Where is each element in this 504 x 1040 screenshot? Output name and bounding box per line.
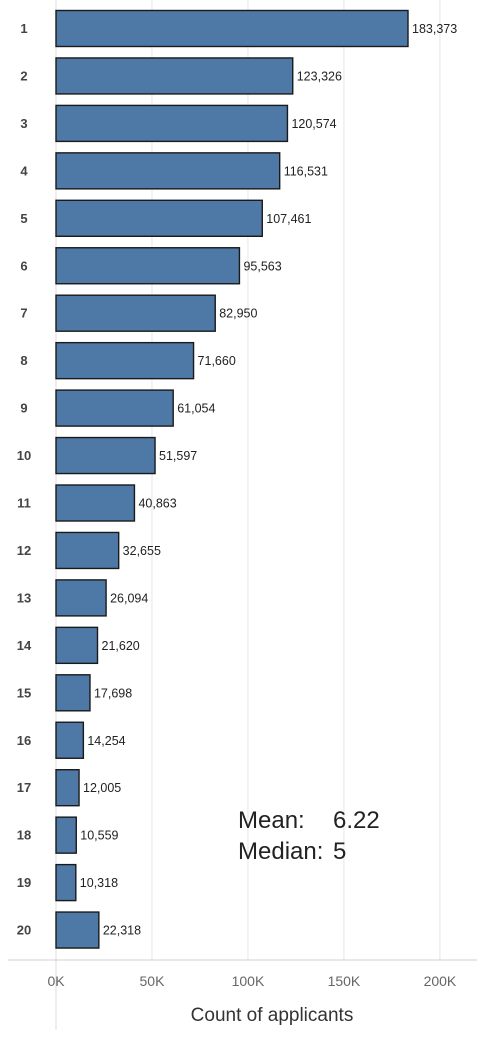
category-label: 19: [17, 875, 31, 890]
bar: [55, 436, 156, 475]
category-label: 11: [17, 496, 31, 511]
value-label: 14,254: [87, 734, 125, 748]
bar: [55, 579, 107, 617]
bar: [55, 911, 100, 949]
value-label: 40,863: [138, 497, 176, 511]
value-label: 10,559: [80, 829, 118, 843]
x-tick-label: 0K: [47, 973, 65, 989]
bar: [55, 247, 241, 285]
category-label: 16: [17, 733, 31, 748]
category-label: 7: [20, 306, 27, 321]
category-label: 14: [17, 638, 32, 653]
category-label: 10: [17, 448, 31, 463]
value-label: 82,950: [219, 307, 257, 321]
value-label: 71,660: [198, 354, 236, 368]
bar: [55, 769, 80, 807]
value-label: 10,318: [80, 876, 118, 890]
bar: [55, 9, 409, 48]
value-label: 21,620: [102, 639, 140, 653]
mean-row: Mean: 6.22: [238, 805, 380, 836]
category-label: 13: [17, 590, 31, 605]
category-label: 1: [20, 21, 27, 36]
stats-annotation: Mean: 6.22 Median: 5: [238, 805, 380, 867]
value-label: 61,054: [177, 402, 215, 416]
value-label: 107,461: [266, 212, 311, 226]
bar: [55, 531, 120, 570]
bar: [55, 674, 91, 712]
x-tick-label: 100K: [232, 973, 265, 989]
category-label: 8: [20, 353, 27, 368]
category-label: 18: [17, 828, 31, 843]
value-label: 120,574: [291, 117, 336, 131]
x-tick-label: 150K: [328, 973, 361, 989]
category-label: 17: [17, 780, 31, 795]
bars: [55, 9, 409, 949]
bar: [55, 57, 294, 95]
value-label: 123,326: [297, 69, 342, 83]
mean-value: 6.22: [333, 807, 380, 834]
value-label: 26,094: [110, 591, 148, 605]
x-tick-label: 50K: [140, 973, 166, 989]
value-label: 32,655: [123, 544, 161, 558]
bar: [55, 816, 77, 854]
mean-label: Mean:: [238, 807, 305, 834]
category-label: 6: [20, 258, 27, 273]
value-label: 95,563: [243, 259, 281, 273]
value-label: 183,373: [412, 22, 457, 36]
value-label: 51,597: [159, 449, 197, 463]
bar: [55, 104, 289, 143]
category-label: 9: [20, 401, 27, 416]
category-label: 20: [17, 923, 31, 938]
bar: [55, 199, 263, 238]
category-label: 2: [20, 68, 27, 83]
bar: [55, 389, 174, 427]
labels: 0K 50K 100K 150K 200K 1 183,373 2 123,326 3 120,57…: [17, 21, 457, 989]
bar: [55, 721, 85, 759]
x-axis-title: Count of applicants: [191, 1005, 354, 1026]
bar: [55, 294, 216, 332]
bar: [55, 152, 281, 190]
bar: [55, 626, 99, 665]
category-label: 3: [20, 116, 27, 131]
category-label: 5: [20, 211, 27, 226]
category-label: 15: [17, 685, 31, 700]
value-label: 12,005: [83, 781, 121, 795]
value-label: 17,698: [94, 686, 132, 700]
bar: [55, 341, 195, 380]
bar: [55, 484, 136, 522]
value-label: 116,531: [284, 164, 328, 178]
median-label: Median:: [238, 838, 324, 865]
median-value: 5: [333, 838, 347, 865]
median-row: Median: 5: [238, 836, 380, 867]
category-label: 4: [20, 163, 28, 178]
category-label: 12: [17, 543, 31, 558]
value-label: 22,318: [103, 924, 141, 938]
x-tick-label: 200K: [424, 973, 457, 989]
bar: [55, 863, 77, 902]
